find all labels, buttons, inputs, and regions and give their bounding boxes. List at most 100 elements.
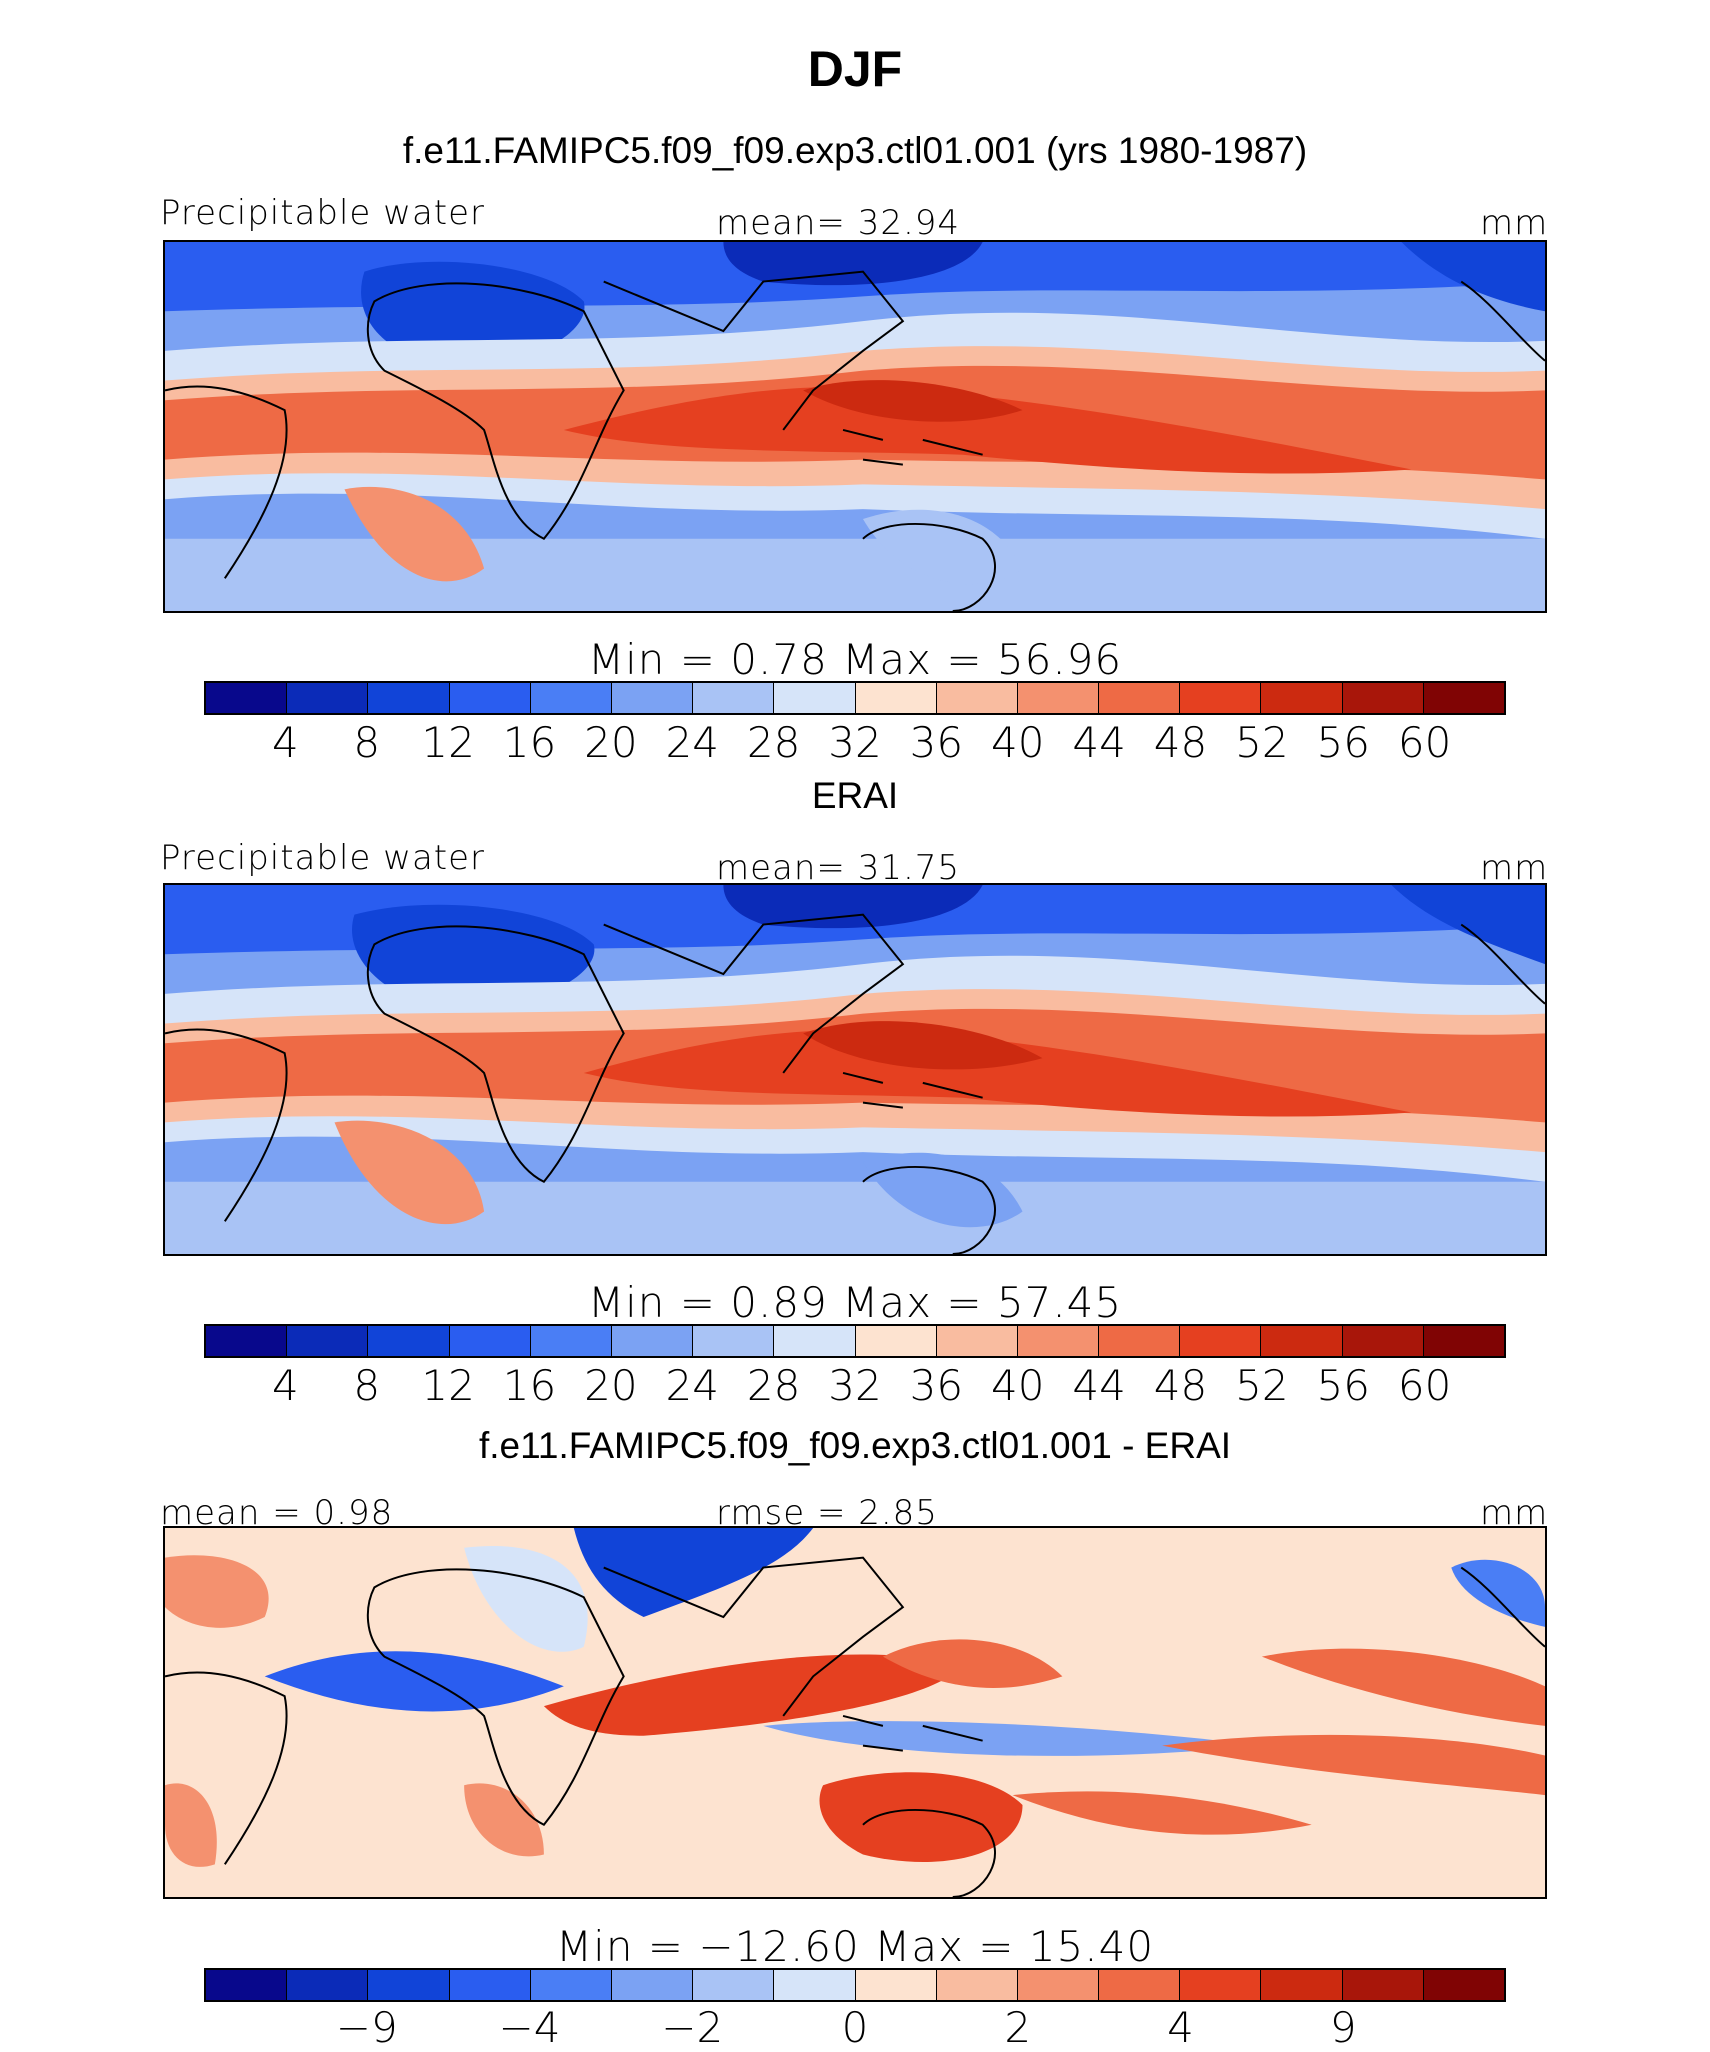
colorbar-swatch bbox=[774, 1326, 856, 1356]
panel2-subtitle: ERAI bbox=[811, 775, 899, 816]
colorbar-swatch bbox=[693, 1970, 775, 2000]
colorbar-swatch bbox=[1261, 683, 1343, 713]
panel3-colorbar bbox=[204, 1968, 1506, 2002]
panel3-minmax: Min = −12.60 Max = 15.40 bbox=[555, 1922, 1155, 1971]
colorbar-tick-label: 24 bbox=[665, 1361, 719, 1410]
colorbar-tick-label: 36 bbox=[909, 718, 964, 767]
colorbar-tick-label: 2 bbox=[1004, 2003, 1032, 2052]
colorbar-swatch bbox=[855, 1970, 937, 2000]
panel2-minmax: Min = 0.89 Max = 57.45 bbox=[587, 1278, 1123, 1327]
colorbar-swatch bbox=[693, 683, 775, 713]
colorbar-swatch bbox=[1017, 1970, 1100, 2000]
panel3-map bbox=[163, 1526, 1547, 1899]
panel2-units-label: mm bbox=[1480, 848, 1549, 888]
figure-title: DJF bbox=[807, 41, 903, 97]
colorbar-tick-label: 28 bbox=[746, 718, 801, 767]
panel2-map bbox=[163, 883, 1547, 1256]
colorbar-tick-label: 28 bbox=[746, 1361, 801, 1410]
colorbar-swatch bbox=[855, 683, 937, 713]
colorbar-swatch bbox=[611, 1970, 694, 2000]
colorbar-swatch bbox=[774, 683, 856, 713]
panel1-minmax: Min = 0.78 Max = 56.96 bbox=[587, 635, 1123, 684]
panel1-mean-label: mean= 32.94 bbox=[716, 203, 961, 243]
colorbar-tick-label: 60 bbox=[1397, 718, 1452, 767]
colorbar-tick-label: 20 bbox=[584, 1361, 638, 1410]
colorbar-swatch bbox=[368, 1970, 450, 2000]
colorbar-swatch bbox=[530, 1970, 612, 2000]
colorbar-tick-label: 48 bbox=[1153, 1361, 1208, 1410]
colorbar-swatch bbox=[1099, 683, 1181, 713]
colorbar-tick-label: 48 bbox=[1153, 718, 1208, 767]
colorbar-tick-label: 8 bbox=[353, 718, 381, 767]
colorbar-tick-label: −9 bbox=[335, 2003, 398, 2052]
colorbar-swatch bbox=[611, 683, 694, 713]
panel1-colorbar bbox=[204, 681, 1506, 715]
colorbar-swatch bbox=[287, 1326, 369, 1356]
colorbar-swatch bbox=[449, 1326, 531, 1356]
colorbar-swatch bbox=[1261, 1326, 1343, 1356]
colorbar-tick-label: 52 bbox=[1235, 718, 1289, 767]
colorbar-swatch bbox=[1342, 1326, 1424, 1356]
colorbar-swatch bbox=[936, 683, 1018, 713]
colorbar-swatch bbox=[693, 1326, 775, 1356]
colorbar-swatch bbox=[287, 683, 369, 713]
colorbar-swatch bbox=[206, 1326, 288, 1356]
colorbar-tick-label: 9 bbox=[1329, 2003, 1357, 2052]
colorbar-swatch bbox=[206, 683, 288, 713]
colorbar-swatch bbox=[1099, 1326, 1181, 1356]
colorbar-swatch bbox=[774, 1970, 856, 2000]
colorbar-tick-label: 8 bbox=[353, 1361, 381, 1410]
panel1-subtitle: f.e11.FAMIPC5.f09_f09.exp3.ctl01.001 (yr… bbox=[402, 130, 1308, 171]
colorbar-tick-label: 12 bbox=[421, 718, 475, 767]
colorbar-tick-label: 32 bbox=[828, 718, 882, 767]
colorbar-tick-label: 4 bbox=[272, 1361, 299, 1410]
colorbar-tick-label: 12 bbox=[421, 1361, 475, 1410]
colorbar-tick-label: 0 bbox=[841, 2003, 869, 2052]
colorbar-swatch bbox=[936, 1970, 1018, 2000]
colorbar-swatch bbox=[449, 1970, 531, 2000]
colorbar-tick-label: 4 bbox=[272, 718, 299, 767]
panel2-colorbar bbox=[204, 1324, 1506, 1358]
colorbar-swatch bbox=[1261, 1970, 1343, 2000]
colorbar-tick-label: 32 bbox=[828, 1361, 882, 1410]
colorbar-swatch bbox=[936, 1326, 1018, 1356]
colorbar-tick-label: 16 bbox=[502, 1361, 557, 1410]
colorbar-tick-label: 40 bbox=[991, 1361, 1045, 1410]
colorbar-swatch bbox=[1180, 1970, 1262, 2000]
panel3-subtitle: f.e11.FAMIPC5.f09_f09.exp3.ctl01.001 - E… bbox=[478, 1425, 1232, 1466]
colorbar-swatch bbox=[1423, 683, 1504, 713]
colorbar-tick-label: 36 bbox=[909, 1361, 964, 1410]
panel2-mean-label: mean= 31.75 bbox=[716, 848, 961, 888]
colorbar-swatch bbox=[1342, 1970, 1424, 2000]
colorbar-swatch bbox=[1099, 1970, 1181, 2000]
colorbar-tick-label: 20 bbox=[584, 718, 638, 767]
colorbar-swatch bbox=[855, 1326, 937, 1356]
colorbar-swatch bbox=[1423, 1970, 1504, 2000]
panel1-map bbox=[163, 240, 1547, 613]
colorbar-tick-label: 40 bbox=[991, 718, 1045, 767]
colorbar-swatch bbox=[1017, 683, 1100, 713]
colorbar-swatch bbox=[368, 1326, 450, 1356]
colorbar-swatch bbox=[530, 683, 612, 713]
colorbar-tick-label: 60 bbox=[1397, 1361, 1452, 1410]
colorbar-swatch bbox=[1017, 1326, 1100, 1356]
colorbar-tick-label: −2 bbox=[661, 2003, 724, 2052]
panel1-units-label: mm bbox=[1480, 203, 1549, 243]
colorbar-swatch bbox=[611, 1326, 694, 1356]
colorbar-swatch bbox=[449, 683, 531, 713]
colorbar-swatch bbox=[1180, 1326, 1262, 1356]
panel1-colorbar-ticks: 4 8 12 16 20 24 28 32 36 40 44 48 52 56 60 bbox=[204, 718, 1506, 767]
colorbar-tick-label: 24 bbox=[665, 718, 719, 767]
colorbar-swatch bbox=[206, 1970, 288, 2000]
panel3-colorbar-ticks: −9 −4 −2 0 2 4 9 bbox=[204, 2003, 1506, 2052]
colorbar-swatch bbox=[287, 1970, 369, 2000]
panel1-variable-label: Precipitable water bbox=[160, 193, 486, 233]
colorbar-tick-label: −4 bbox=[498, 2003, 561, 2052]
panel2-variable-label: Precipitable water bbox=[160, 838, 486, 878]
colorbar-tick-label: 16 bbox=[502, 718, 557, 767]
colorbar-tick-label: 52 bbox=[1235, 1361, 1289, 1410]
colorbar-tick-label: 44 bbox=[1072, 1361, 1126, 1410]
colorbar-swatch bbox=[1423, 1326, 1504, 1356]
colorbar-swatch bbox=[530, 1326, 612, 1356]
panel2-colorbar-ticks: 4 8 12 16 20 24 28 32 36 40 44 48 52 56 60 bbox=[204, 1361, 1506, 1410]
